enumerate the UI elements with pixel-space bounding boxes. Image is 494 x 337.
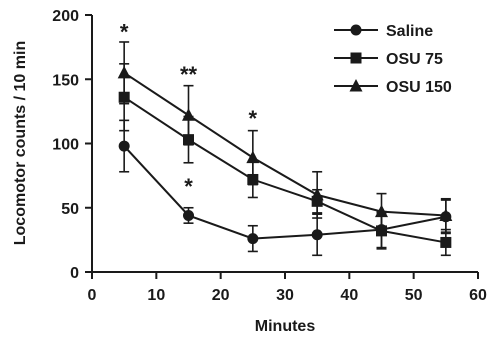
x-tick-label: 50: [405, 287, 423, 304]
x-tick-label: 20: [212, 287, 230, 304]
point-osu-75: [376, 225, 387, 237]
point-osu-150: [439, 208, 453, 221]
point-osu-75: [247, 173, 259, 185]
y-tick-label: 0: [70, 265, 79, 282]
legend-label-osu-75: OSU 75: [386, 51, 443, 68]
point-osu-150: [182, 108, 195, 121]
point-saline: [118, 140, 130, 152]
point-osu-75: [118, 91, 130, 103]
legend-marker-osu-150: [349, 79, 363, 92]
legend-label-osu-150: OSU 150: [386, 79, 452, 96]
significance-annotations: *****: [120, 20, 258, 199]
y-tick-label: 200: [52, 8, 79, 25]
point-osu-75: [183, 134, 194, 146]
significance-marker: *: [249, 106, 258, 131]
significance-marker: **: [180, 62, 198, 87]
significance-marker: *: [120, 20, 129, 45]
legend: Saline OSU 75 OSU 150: [334, 23, 452, 96]
point-osu-150: [310, 187, 324, 201]
significance-marker: *: [184, 174, 193, 199]
x-tick-label: 40: [340, 287, 358, 304]
series-line-osu-75: [123, 96, 447, 244]
error-bars: [119, 41, 451, 257]
point-saline: [311, 229, 323, 241]
series-line-osu-150: [123, 71, 446, 217]
point-osu-150: [246, 150, 260, 164]
point-osu-75: [440, 236, 452, 248]
legend-marker-osu-75: [350, 52, 362, 64]
series-lines: [123, 71, 447, 244]
x-tick-label: 0: [88, 287, 97, 304]
x-tick-label: 30: [276, 287, 294, 304]
point-osu-150: [375, 204, 388, 218]
y-axis-ticks: 0 50 100 150 200: [52, 8, 92, 282]
data-points: [117, 65, 453, 248]
series-line-saline: [123, 145, 447, 240]
y-tick-label: 150: [52, 72, 79, 89]
point-saline: [247, 233, 259, 245]
x-axis-title: Minutes: [255, 318, 316, 335]
legend-marker-saline: [350, 24, 362, 36]
y-tick-label: 100: [52, 137, 79, 154]
y-axis-title: Locomotor counts / 10 min: [12, 41, 29, 245]
legend-label-saline: Saline: [386, 23, 433, 40]
x-axis-ticks: 0 10 20 30 40 50 60: [88, 272, 487, 304]
x-tick-label: 60: [469, 287, 487, 304]
point-saline: [183, 209, 194, 221]
point-osu-150: [117, 65, 131, 79]
y-tick-label: 50: [61, 201, 79, 218]
point-osu-75: [311, 195, 323, 207]
x-tick-label: 10: [147, 287, 165, 304]
